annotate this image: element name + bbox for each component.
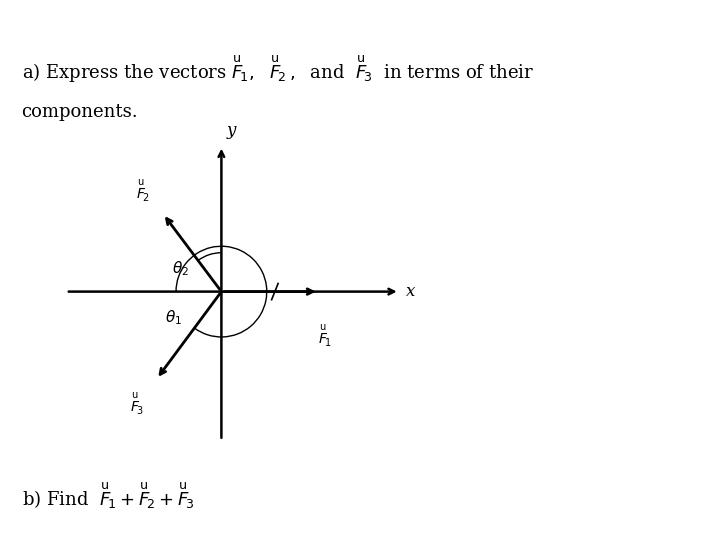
Text: y: y — [226, 123, 235, 139]
Text: a) Express the vectors $\overset{\sf u}{\it F}_{\!1},$  $\overset{\sf u}{\it F}_: a) Express the vectors $\overset{\sf u}{… — [22, 54, 534, 85]
Text: $\overset{\sf u}{\it F}_{\!3}$: $\overset{\sf u}{\it F}_{\!3}$ — [130, 392, 143, 417]
Text: $\overset{\sf u}{\it F}_{\!2}$: $\overset{\sf u}{\it F}_{\!2}$ — [136, 179, 150, 204]
Text: x: x — [406, 283, 415, 300]
Text: $\theta_2$: $\theta_2$ — [172, 260, 189, 278]
Text: $\theta_1$: $\theta_1$ — [166, 308, 183, 327]
Text: $\overset{\sf u}{\it F}_{\!1}$: $\overset{\sf u}{\it F}_{\!1}$ — [318, 324, 332, 349]
Text: b) Find  $\overset{\sf u}{\it F}_{\!1} + \overset{\sf u}{\it F}_{\!2} + \overset: b) Find $\overset{\sf u}{\it F}_{\!1} + … — [22, 481, 194, 511]
Text: components.: components. — [22, 103, 138, 120]
